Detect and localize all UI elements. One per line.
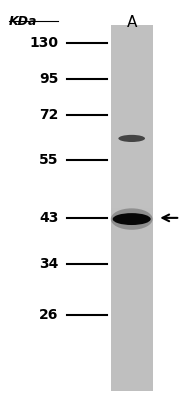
Bar (111, 80, 153, 98)
Bar (111, 336, 153, 354)
Bar (111, 208, 153, 226)
Text: 72: 72 (39, 108, 58, 122)
Bar (111, 226, 153, 244)
Bar (111, 318, 153, 336)
Bar (111, 190, 153, 208)
Ellipse shape (111, 208, 153, 230)
Bar (111, 299, 153, 318)
Text: 26: 26 (39, 308, 58, 322)
Bar (111, 372, 153, 391)
Bar (111, 25, 153, 44)
Ellipse shape (118, 135, 145, 142)
Text: 95: 95 (39, 72, 58, 86)
Ellipse shape (113, 213, 151, 225)
Bar (111, 116, 153, 135)
Bar (111, 244, 153, 263)
Text: 34: 34 (39, 256, 58, 270)
Bar (111, 263, 153, 281)
Text: KDa: KDa (9, 15, 37, 28)
Text: 55: 55 (39, 153, 58, 167)
Text: 43: 43 (39, 211, 58, 225)
Bar (111, 281, 153, 299)
Bar (111, 153, 153, 171)
Bar (111, 25, 153, 391)
Bar (111, 354, 153, 372)
Bar (111, 44, 153, 62)
Text: 130: 130 (30, 36, 58, 50)
Bar (111, 171, 153, 190)
Text: A: A (126, 15, 137, 30)
Bar (111, 98, 153, 116)
Bar (111, 135, 153, 153)
Bar (111, 62, 153, 80)
